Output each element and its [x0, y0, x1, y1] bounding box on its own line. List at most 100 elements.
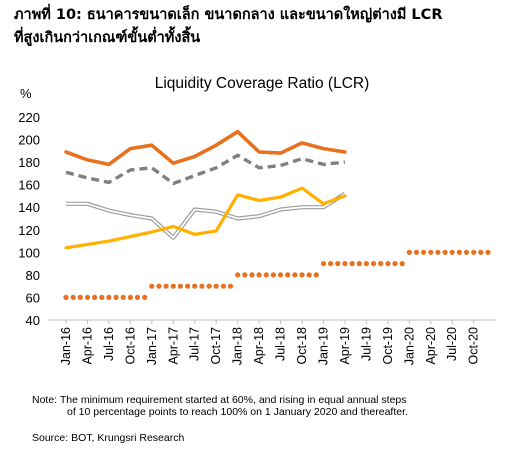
requirement-point	[113, 294, 119, 300]
requirement-point	[170, 283, 176, 289]
x-axis: Jan-16 Apr-16 Jul-16 Oct-16 Jan-17 Apr-17 Jul-…	[59, 320, 481, 365]
requirement-point	[413, 249, 420, 255]
requirement-point	[185, 283, 191, 289]
requirement-point	[70, 294, 76, 300]
figure-heading: ภาพที่ 10: ธนาคารขนาดเล็ก ขนาดกลาง และขน…	[14, 4, 514, 50]
requirement-point	[356, 261, 362, 267]
y-tick-label: 140	[18, 200, 40, 215]
x-tick-label: Apr-17	[166, 327, 180, 365]
x-tick-label: Jul-16	[102, 327, 116, 361]
x-tick-label: Oct-19	[381, 327, 395, 365]
x-tick-label: Jul-17	[188, 327, 202, 361]
series-layer	[63, 129, 491, 300]
requirement-point	[485, 249, 491, 255]
requirement-point	[206, 283, 212, 289]
requirement-point	[435, 249, 441, 255]
requirement-point	[371, 261, 377, 267]
y-tick-label: 180	[18, 155, 40, 170]
requirement-point	[106, 294, 112, 300]
requirement-point	[199, 283, 205, 289]
requirement-point	[406, 249, 412, 255]
requirement-point	[421, 249, 427, 255]
requirement-point	[349, 261, 355, 267]
requirement-point	[378, 261, 384, 267]
y-tick-label: 60	[26, 290, 40, 305]
requirement-point	[299, 272, 305, 278]
requirement-point	[149, 283, 155, 289]
requirement-point	[127, 294, 133, 300]
x-tick-label: Apr-16	[80, 327, 94, 365]
x-tick-label: Jan-16	[59, 327, 73, 365]
requirement-point	[278, 272, 284, 278]
y-tick-label: 220	[18, 110, 40, 125]
requirement-point	[306, 272, 312, 278]
series-minimum-requirement	[63, 249, 491, 300]
requirement-point	[156, 283, 162, 289]
requirement-point	[392, 261, 398, 267]
y-tick-label: 80	[26, 268, 40, 283]
requirement-point	[320, 261, 327, 267]
chart-title: Liquidity Coverage Ratio (LCR)	[155, 75, 370, 92]
requirement-point	[227, 283, 234, 289]
requirement-point	[456, 249, 462, 255]
x-tick-label: Apr-18	[252, 327, 266, 365]
requirement-point	[120, 294, 126, 300]
requirement-point	[77, 294, 83, 300]
chart-source: Source: BOT, Krungsri Research	[32, 432, 185, 444]
requirement-point	[263, 272, 269, 278]
requirement-point	[134, 294, 141, 300]
x-tick-label: Oct-16	[123, 327, 137, 365]
x-tick-label: Jul-20	[445, 327, 459, 361]
requirement-point	[220, 283, 226, 289]
requirement-point	[399, 261, 405, 267]
requirement-point	[285, 272, 291, 278]
y-tick-label: 120	[18, 223, 40, 238]
requirement-point	[335, 261, 341, 267]
y-tick-label: 160	[18, 178, 40, 193]
y-axis: 40 60 80 100 120 140 160 180 200 220	[18, 110, 40, 328]
chart-note: Note: The minimum requirement started at…	[32, 394, 492, 418]
y-tick-label: 40	[26, 313, 40, 328]
series-thick-orange	[64, 129, 347, 167]
x-tick-label: Jan-17	[145, 327, 159, 365]
requirement-point	[163, 283, 169, 289]
series-gold	[64, 186, 347, 250]
note-line-1: Note: The minimum requirement started at…	[32, 394, 407, 406]
requirement-point	[92, 294, 98, 300]
requirement-point	[84, 294, 91, 300]
requirement-point	[270, 272, 276, 278]
x-tick-label: Jul-18	[274, 327, 288, 361]
requirement-point	[463, 249, 470, 255]
x-tick-label: Apr-19	[338, 327, 352, 365]
y-tick-label: 100	[18, 245, 40, 260]
requirement-point	[177, 283, 183, 289]
note-line-2: of 10 percentage points to reach 100% on…	[67, 406, 408, 418]
requirement-point	[256, 272, 262, 278]
x-tick-label: Oct-20	[467, 327, 481, 365]
requirement-point	[342, 261, 348, 267]
requirement-point	[449, 249, 455, 255]
requirement-point	[328, 261, 334, 267]
x-tick-label: Jan-19	[316, 327, 330, 365]
series-double-grey	[66, 191, 347, 240]
requirement-point	[213, 283, 219, 289]
requirement-point	[471, 249, 477, 255]
x-tick-label: Jan-18	[231, 327, 245, 365]
requirement-point	[242, 272, 248, 278]
heading-line-2: ที่สูงเกินกว่าเกณฑ์ขั้นต่ำทั้งสิ้น	[14, 30, 201, 46]
heading-line-1: ภาพที่ 10: ธนาคารขนาดเล็ก ขนาดกลาง และขน…	[14, 7, 443, 23]
x-tick-label: Jan-20	[402, 327, 416, 365]
series-line-inner	[66, 192, 346, 239]
x-tick-label: Apr-20	[424, 327, 438, 365]
requirement-point	[235, 272, 241, 278]
x-tick-label: Oct-17	[209, 327, 223, 365]
requirement-point	[63, 294, 69, 300]
requirement-point	[99, 294, 105, 300]
requirement-point	[478, 249, 484, 255]
requirement-point	[428, 249, 434, 255]
requirement-point	[249, 272, 255, 278]
series-dashed-grey	[65, 153, 346, 186]
y-axis-label: %	[20, 86, 32, 101]
y-tick-label: 200	[18, 133, 40, 148]
